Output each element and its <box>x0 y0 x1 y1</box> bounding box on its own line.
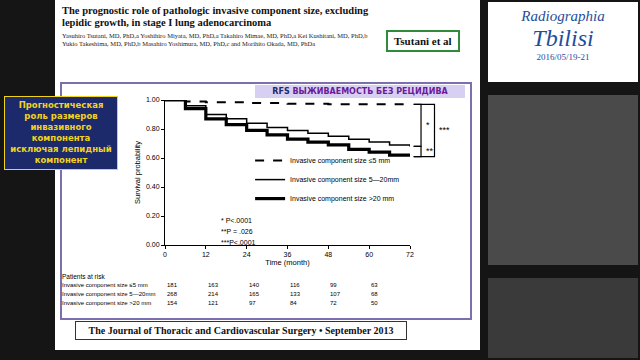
svg-text:***: *** <box>439 125 450 135</box>
html-text:Radiographia: Radiographia <box>521 8 605 24</box>
svg-text:Invasive component size >20 mm: Invasive component size >20 mm <box>290 195 394 203</box>
svg-text:214: 214 <box>208 291 219 297</box>
svg-text:Invasive component size 5—20mm: Invasive component size 5—20mm <box>62 291 155 297</box>
html-text:2016/05/19-21: 2016/05/19-21 <box>536 52 590 62</box>
svg-text:48: 48 <box>324 251 332 258</box>
svg-text:0.40: 0.40 <box>146 183 160 190</box>
svg-text:154: 154 <box>167 300 178 306</box>
svg-text:133: 133 <box>290 291 301 297</box>
svg-text:0.00: 0.00 <box>146 241 160 248</box>
svg-text:1.00: 1.00 <box>146 96 160 103</box>
svg-text:Invasive component size ≤5 mm: Invasive component size ≤5 mm <box>290 157 390 165</box>
svg-text:68: 68 <box>371 291 378 297</box>
html-text:The prognostic role of patholo: The prognostic role of pathologic invasi… <box>62 5 369 28</box>
svg-text:140: 140 <box>249 282 260 288</box>
svg-text:*: * <box>426 120 430 130</box>
html-text:RFS ВЫЖИВАЕМОСТЬ БЕЗ РЕЦИДИВА: RFS ВЫЖИВАЕМОСТЬ БЕЗ РЕЦИДИВА <box>272 87 448 96</box>
svg-text:Patients at risk: Patients at risk <box>62 273 105 280</box>
svg-text:36: 36 <box>284 251 292 258</box>
svg-text:0.20: 0.20 <box>146 212 160 219</box>
svg-text:97: 97 <box>249 300 256 306</box>
svg-text:0: 0 <box>163 251 167 258</box>
svg-text:Invasive component size 5—20mm: Invasive component size 5—20mm <box>290 176 399 184</box>
html-text:Yasuhiro Tsutani, MD, PhD,a Yo: Yasuhiro Tsutani, MD, PhD,a Yoshihiro Mi… <box>62 32 368 47</box>
svg-text:Invasive component size ≤5 mm: Invasive component size ≤5 mm <box>62 282 148 288</box>
svg-text:* P<.0001: * P<.0001 <box>221 217 252 224</box>
svg-text:0.80: 0.80 <box>146 125 160 132</box>
svg-text:0.60: 0.60 <box>146 154 160 161</box>
svg-text:24: 24 <box>243 251 251 258</box>
svg-text:107: 107 <box>330 291 341 297</box>
svg-text:163: 163 <box>208 282 219 288</box>
html-text:Tbilisi: Tbilisi <box>532 25 594 51</box>
svg-text:72: 72 <box>330 300 337 306</box>
svg-text:**P = .026: **P = .026 <box>221 228 253 235</box>
svg-text:121: 121 <box>208 300 219 306</box>
svg-text:Invasive component size >20 mm: Invasive component size >20 mm <box>62 300 151 306</box>
svg-text:116: 116 <box>290 282 300 288</box>
svg-text:Survival probability: Survival probability <box>133 141 142 204</box>
svg-text:84: 84 <box>290 300 297 306</box>
svg-text:181: 181 <box>167 282 178 288</box>
svg-text:12: 12 <box>202 251 210 258</box>
html-text:The Journal of Thoracic and Ca: The Journal of Thoracic and Cardiovascul… <box>88 325 394 336</box>
svg-text:72: 72 <box>406 251 414 258</box>
svg-text:99: 99 <box>330 282 337 288</box>
svg-text:63: 63 <box>371 282 378 288</box>
svg-text:Time (month): Time (month) <box>265 258 310 267</box>
html-text:Прогностическая роль размеров: Прогностическая роль размеров инвазивног… <box>10 100 112 165</box>
svg-text:268: 268 <box>167 291 178 297</box>
svg-text:60: 60 <box>365 251 373 258</box>
svg-text:165: 165 <box>249 291 260 297</box>
svg-text:***P<.0001: ***P<.0001 <box>221 239 256 246</box>
svg-text:50: 50 <box>371 300 378 306</box>
html-text:Tsutani et al: Tsutani et al <box>394 35 452 47</box>
svg-text:**: ** <box>426 146 434 156</box>
